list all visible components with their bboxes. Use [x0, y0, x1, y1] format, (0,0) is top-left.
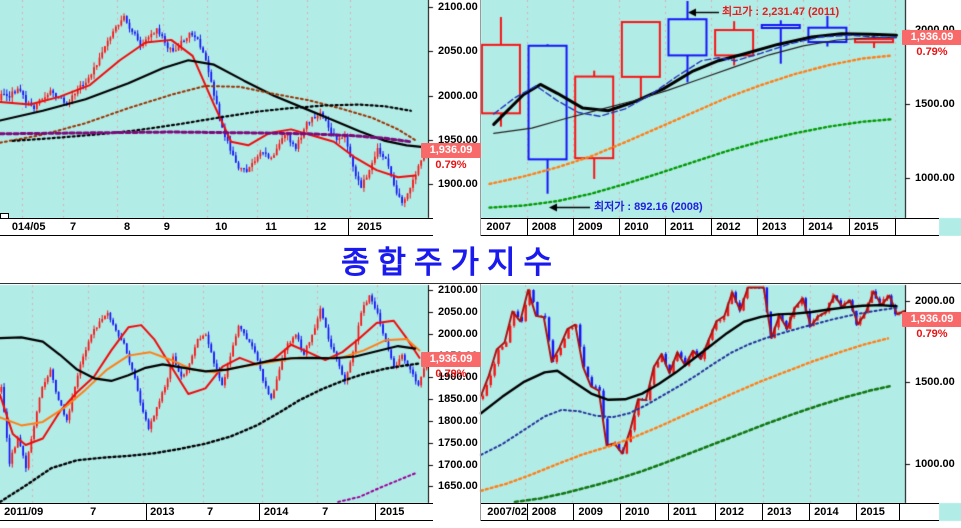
axis-separator [762, 504, 764, 520]
y-axis-label: 1750.00 [438, 436, 478, 449]
x-axis-label: 7 [90, 506, 97, 518]
axis-separator [145, 504, 147, 520]
axis-separator [667, 504, 669, 520]
x-axis-label: 11 [265, 221, 277, 233]
x-axis-label: 2010 [625, 506, 650, 518]
change-percent: 0.79% [435, 368, 467, 380]
axis-separator [573, 219, 574, 235]
change-percent: 0.79% [435, 159, 467, 171]
x-axis-label: 2010 [624, 221, 649, 233]
x-axis-label: 2013 [761, 221, 787, 233]
x-axis-strip-monthly[interactable]: 2007/02 2008 2009 2010 2011 2012 2013 2014 2015 [481, 503, 939, 521]
x-axis-label: 2007 [486, 221, 511, 233]
x-axis-label: 7 [322, 506, 329, 518]
x-axis-label: 2014 [263, 506, 289, 518]
axis-separator [620, 504, 622, 520]
x-axis-strip-weekly[interactable]: 2011/09 7 2013 7 2014 7 2015 [0, 503, 433, 521]
y-axis-label: 1900.00 [438, 178, 478, 191]
x-axis-label: 2009 [577, 221, 603, 233]
y-axis-label: 1000.00 [915, 171, 955, 184]
change-percent: 0.79% [916, 328, 948, 340]
axis-separator [898, 504, 900, 520]
x-axis-label: 2008 [531, 506, 557, 518]
axis-separator [258, 504, 260, 520]
axis-separator [526, 219, 528, 235]
page-title: 종합주가지수 [340, 245, 561, 280]
axis-separator [809, 504, 811, 520]
axis-separator [894, 219, 896, 235]
x-axis-label: 2011 [669, 221, 694, 233]
x-axis-label: 2015 [357, 221, 382, 233]
y-axis-label: 1700.00 [438, 458, 478, 471]
y-axis-label: 1650.00 [438, 480, 478, 493]
y-axis-label: 1850.00 [438, 393, 478, 406]
x-axis-label: 2013 [150, 506, 175, 518]
x-axis-label: 12 [314, 221, 327, 233]
axis-separator [802, 219, 804, 235]
y-axis-label: 2050.00 [438, 45, 478, 58]
axis-separator [757, 219, 759, 235]
x-axis-label: 2012 [716, 221, 741, 233]
x-axis-label: 014/05 [11, 221, 46, 233]
y-axis-label: 2000.00 [915, 294, 955, 307]
axis-separator [665, 219, 667, 235]
x-axis-label: 2011/09 [4, 506, 44, 518]
x-axis-label: 8 [123, 221, 131, 233]
y-axis-label: 2000.00 [438, 89, 478, 102]
price-badge: 1,936.09 [421, 352, 481, 367]
axis-separator [618, 219, 620, 235]
price-badge: 1,936.09 [421, 143, 481, 158]
x-axis-label: 2015 [379, 506, 405, 518]
x-axis-label: 9 [163, 221, 170, 233]
x-axis-label: 2012 [719, 506, 745, 518]
price-badge: 1,936.09 [902, 30, 961, 45]
x-axis-strip-daily[interactable]: 014/05 7 8 9 10 11 12 2015 [0, 218, 433, 236]
x-axis-label: 2014 [808, 221, 833, 233]
lowest-price-annotation: 최저가 : 892.16 (2008) [594, 201, 703, 213]
axis-separator [715, 504, 717, 520]
x-axis-label: 2015 [854, 221, 879, 233]
price-badge: 1,936.09 [902, 312, 961, 327]
axis-separator [375, 504, 377, 520]
y-axis-label: 1500.00 [915, 376, 955, 389]
y-axis-label: 1900.00 [438, 371, 478, 384]
title-band: 종합주가지수 [0, 236, 961, 284]
axis-separator [710, 219, 712, 235]
y-axis-label: 2100.00 [438, 1, 478, 14]
axis-separator [347, 219, 349, 235]
x-axis-label: 7 [207, 506, 214, 518]
x-axis-label: 2015 [860, 506, 885, 518]
y-axis-label: 1500.00 [915, 97, 955, 110]
x-axis-label: 2007/02 [487, 506, 527, 518]
y-axis-label: 1800.00 [438, 415, 478, 428]
x-axis-label: 10 [215, 221, 228, 233]
x-axis-label: 2014 [814, 506, 839, 518]
y-axis-label: 2000.00 [438, 327, 478, 340]
y-axis-label: 2100.00 [438, 284, 478, 297]
y-axis-label: 1000.00 [915, 457, 955, 470]
y-axis-label: 2050.00 [438, 306, 478, 319]
axis-separator [856, 504, 858, 520]
axis-separator [849, 219, 851, 235]
highest-price-annotation: 최고가 : 2,231.47 (2011) [722, 6, 840, 18]
axis-separator [573, 504, 575, 520]
x-axis-label: 2011 [672, 506, 697, 518]
x-axis-label: 2009 [578, 506, 603, 518]
x-axis-label: 2013 [767, 506, 792, 518]
change-percent: 0.79% [916, 46, 948, 58]
x-axis-label: 7 [70, 221, 77, 233]
x-axis-label: 2008 [531, 221, 557, 233]
axis-separator [526, 504, 528, 520]
x-axis-strip-yearly[interactable]: 2007 2008 2009 2010 2011 2012 2013 2014 2015 [481, 218, 939, 236]
